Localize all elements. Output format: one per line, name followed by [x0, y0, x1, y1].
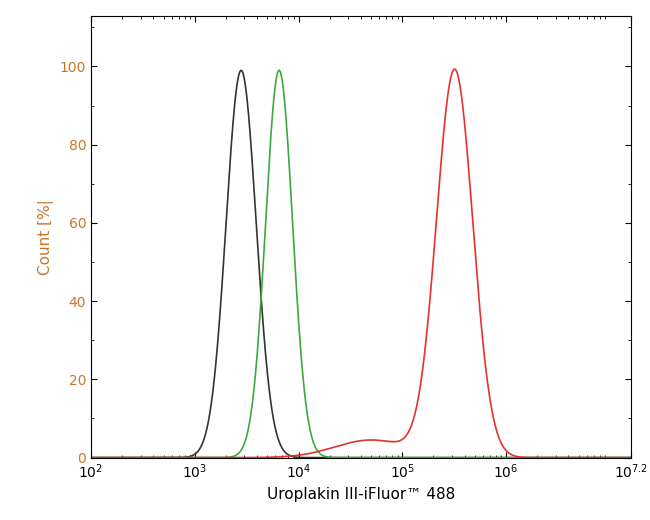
X-axis label: Uroplakin III-iFluor™ 488: Uroplakin III-iFluor™ 488	[266, 487, 455, 502]
Y-axis label: Count [%|: Count [%|	[38, 199, 54, 275]
